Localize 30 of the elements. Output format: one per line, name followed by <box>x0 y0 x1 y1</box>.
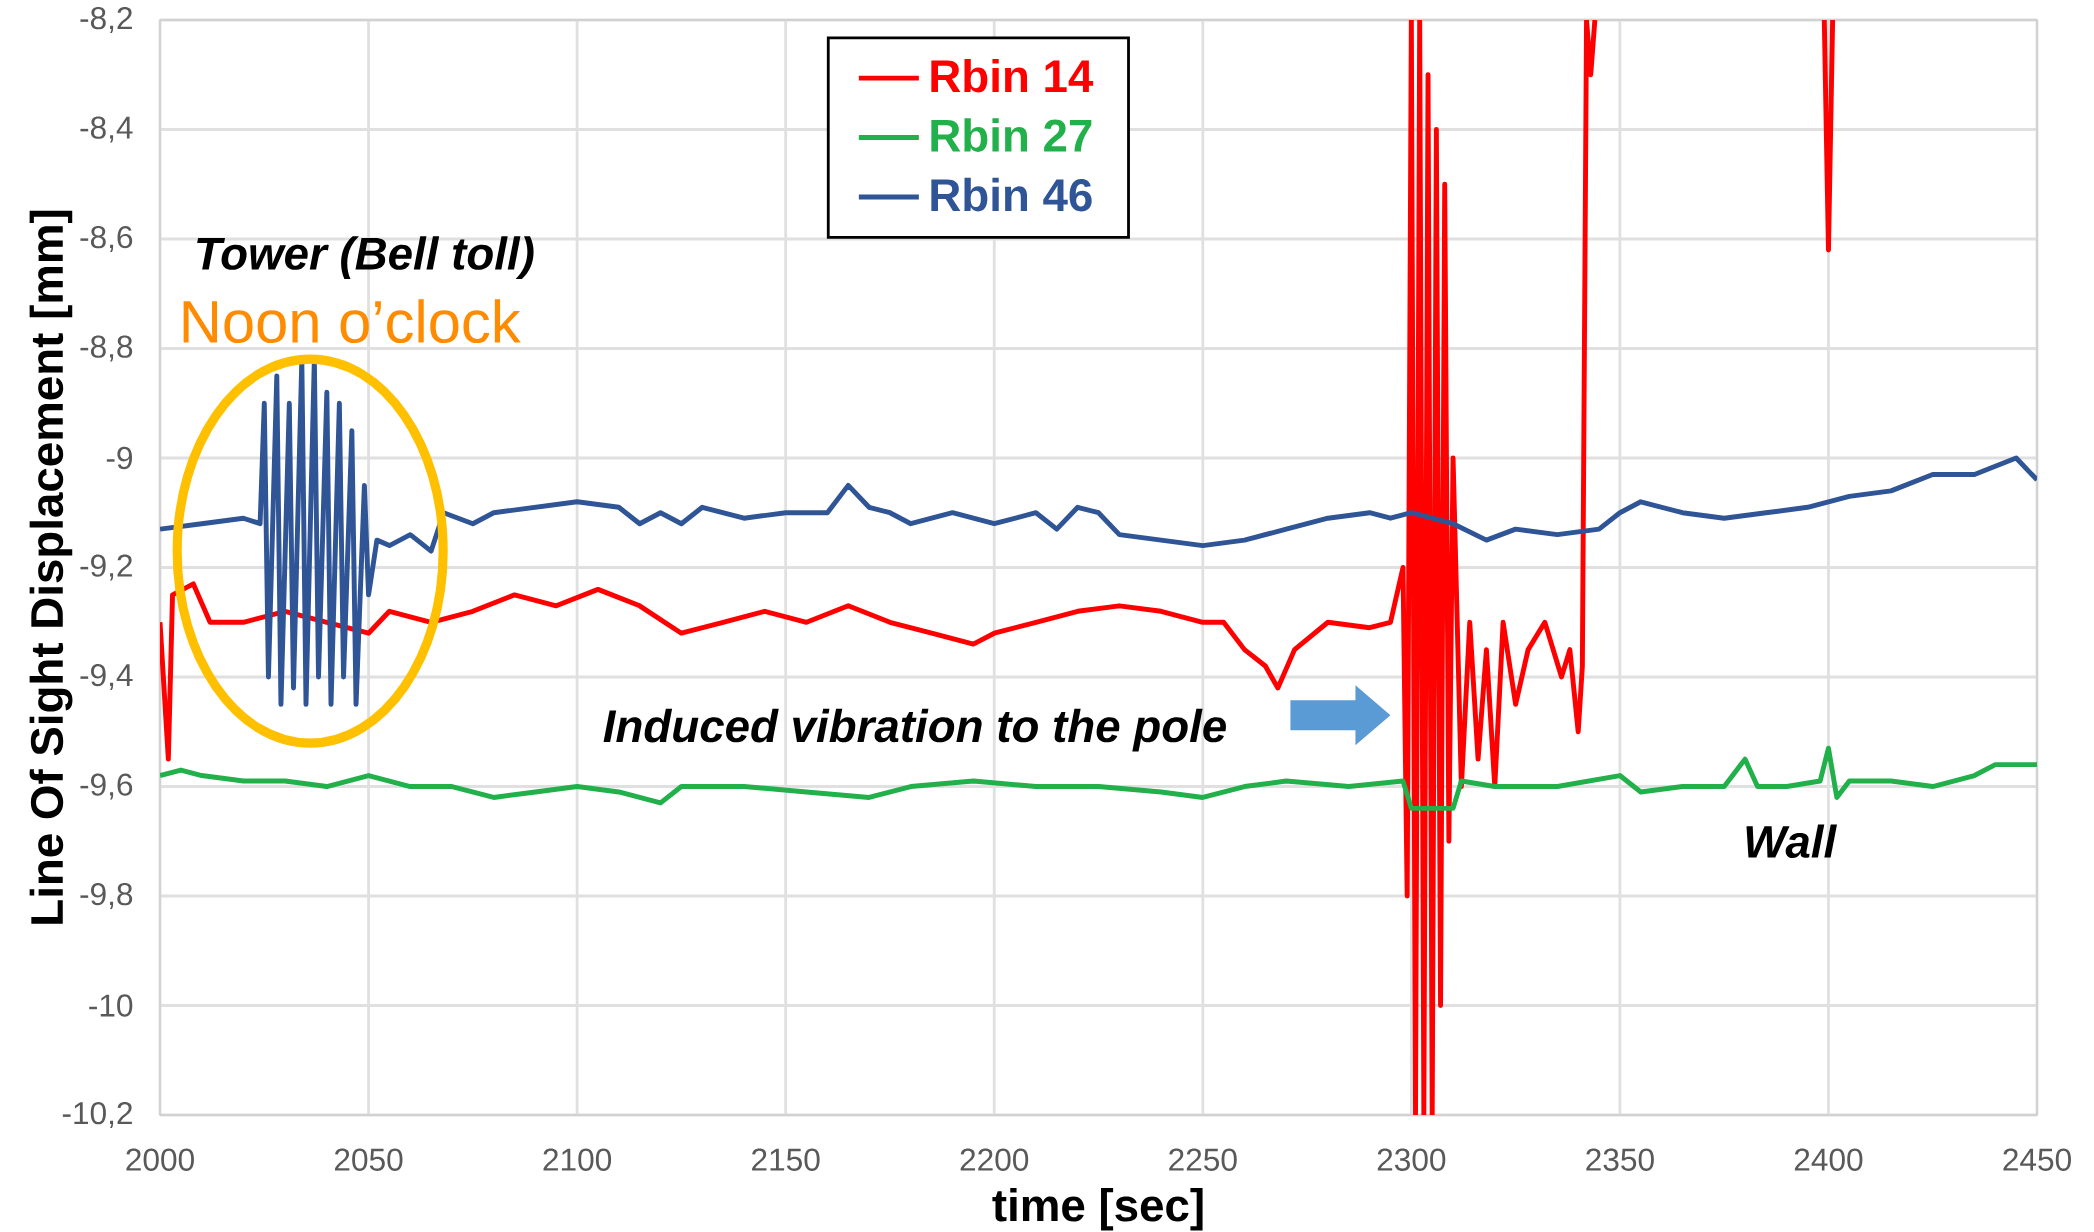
y-tick-label: -8,4 <box>80 116 133 143</box>
x-tick-label: 2150 <box>752 1148 820 1171</box>
y-axis-title: Line Of Sight Displacement [mm] <box>29 210 73 924</box>
x-tick-label: 2050 <box>334 1148 403 1171</box>
y-tick-label: -10 <box>89 994 133 1017</box>
annotation: Tower (Bell toll) <box>197 236 534 279</box>
y-tick-label: -8,2 <box>80 6 132 34</box>
y-tick-label: -8,6 <box>80 225 133 253</box>
y-tick-label: -10,2 <box>62 1101 132 1129</box>
x-tick-label: 2300 <box>1377 1148 1446 1171</box>
y-tick-label: -9 <box>106 446 133 470</box>
annotation: Induced vibration to the pole <box>603 708 1226 752</box>
annotation: Wall <box>1746 824 1837 859</box>
legend-label: Rbin 27 <box>931 118 1092 152</box>
x-tick-label: 2100 <box>543 1148 612 1171</box>
y-tick-label: -9,2 <box>80 554 132 581</box>
x-axis-title: time [sec] <box>992 1187 1203 1231</box>
annotation: Noon o’clock <box>183 299 521 344</box>
x-tick-label: 2250 <box>1169 1148 1237 1171</box>
y-tick-label: -9,6 <box>80 773 133 800</box>
x-tick-label: 2450 <box>2003 1148 2071 1171</box>
y-tick-label: -8,8 <box>80 335 133 362</box>
x-tick-label: 2000 <box>126 1148 194 1171</box>
legend-label: Rbin 46 <box>931 177 1092 212</box>
x-tick-label: 2200 <box>960 1148 1029 1171</box>
y-tick-label: -9,8 <box>80 882 133 910</box>
x-tick-label: 2400 <box>1794 1148 1863 1171</box>
legend-label: Rbin 14 <box>931 58 1094 93</box>
x-tick-label: 2350 <box>1586 1148 1654 1171</box>
y-tick-label: -9,4 <box>80 663 133 691</box>
